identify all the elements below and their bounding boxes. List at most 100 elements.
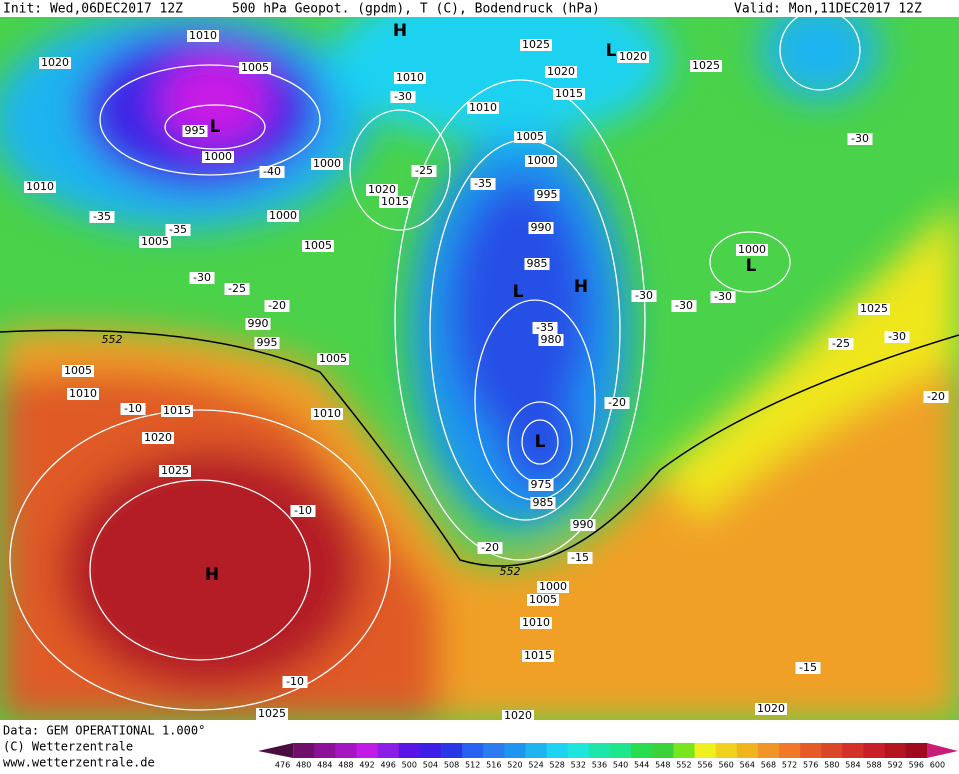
colorbar-label: 588 bbox=[866, 761, 881, 770]
isobar-label: 1005 bbox=[529, 593, 557, 606]
temperature-label: -35 bbox=[93, 210, 111, 223]
isobar-label: 990 bbox=[573, 518, 594, 531]
isobar-label-box bbox=[520, 617, 552, 629]
isobar-label-box bbox=[858, 303, 890, 315]
isobar-label-box bbox=[24, 181, 56, 193]
temperature-label-box bbox=[671, 300, 697, 312]
isobar-label: 1005 bbox=[516, 130, 544, 143]
temperature-label: -25 bbox=[228, 282, 246, 295]
isobar-label-box bbox=[394, 72, 426, 84]
isobar-label: 1015 bbox=[555, 87, 583, 100]
isobar-label-box bbox=[267, 210, 299, 222]
colorbar-label: 592 bbox=[888, 761, 903, 770]
colorbar-cell bbox=[884, 743, 907, 758]
isobar-label-box bbox=[545, 66, 577, 78]
isobar-label-box bbox=[39, 57, 71, 69]
isobar-label-box bbox=[317, 353, 349, 365]
temperature-label-box bbox=[923, 391, 949, 403]
isobar-label: 1010 bbox=[522, 616, 550, 629]
colorbar-label: 524 bbox=[528, 761, 543, 770]
isobar-label: 1025 bbox=[161, 464, 189, 477]
isobar-label-box bbox=[520, 39, 552, 51]
colorbar-cell bbox=[821, 743, 843, 758]
colorbar-cell bbox=[905, 743, 928, 758]
colorbar-cell bbox=[441, 743, 463, 758]
isobar-label-box bbox=[67, 388, 99, 400]
isobar-label: 995 bbox=[257, 336, 278, 349]
isobar-label: 1000 bbox=[313, 157, 341, 170]
temperature-label: -25 bbox=[415, 164, 433, 177]
temperature-label: -10 bbox=[286, 675, 304, 688]
temperature-label: -30 bbox=[888, 330, 906, 343]
temperature-label-box bbox=[828, 338, 854, 350]
colorbar-cell bbox=[525, 743, 548, 758]
colorbar-cell bbox=[546, 743, 569, 758]
colorbar: 476 480 484 488 492 496 500 504 508 512 516 520 524 5… bbox=[258, 743, 958, 770]
colorbar-label: 572 bbox=[782, 761, 797, 770]
isobar-label-box bbox=[617, 51, 649, 63]
temperature-label-box bbox=[795, 662, 821, 674]
isobar-label-box bbox=[379, 196, 411, 208]
temperature-label: -20 bbox=[268, 299, 286, 312]
colorbar-cell bbox=[504, 743, 526, 758]
colorbar-label: 528 bbox=[550, 761, 565, 770]
isobar-label: 1025 bbox=[692, 59, 720, 72]
temperature-label: -30 bbox=[635, 289, 653, 302]
temperature-label: -10 bbox=[294, 504, 312, 517]
isobar-label: 995 bbox=[185, 124, 206, 137]
isobar-label: 1020 bbox=[368, 183, 396, 196]
temperature-label: -30 bbox=[714, 290, 732, 303]
temperature-label-box bbox=[282, 676, 308, 688]
colorbar-label: 492 bbox=[359, 761, 374, 770]
isobar-label-box bbox=[187, 30, 219, 42]
isobar-label: 1005 bbox=[64, 364, 92, 377]
isobar-label-box bbox=[62, 365, 94, 377]
isobar-label: 1015 bbox=[524, 649, 552, 662]
temperature-label: -35 bbox=[169, 223, 187, 236]
isobar-label: 1020 bbox=[547, 65, 575, 78]
isobar-label-box bbox=[202, 151, 234, 163]
isobar-label-box bbox=[366, 184, 398, 196]
temperature-label: -35 bbox=[536, 321, 554, 334]
parameters: 500 hPa Geopot. (gpdm), T (C), Bodendruc… bbox=[232, 2, 600, 17]
temperature-label-box bbox=[710, 291, 736, 303]
colorbar-cell bbox=[863, 743, 886, 758]
temperature-label: -35 bbox=[474, 177, 492, 190]
temperature-label-box bbox=[259, 166, 285, 178]
isobar-label-box bbox=[139, 236, 171, 248]
colorbar-cell bbox=[715, 743, 738, 758]
isobar-label: 1010 bbox=[313, 407, 341, 420]
isobar-label: 1005 bbox=[141, 235, 169, 248]
isobar-label: 980 bbox=[541, 333, 562, 346]
temperature-label: -40 bbox=[263, 165, 281, 178]
isobar-label: 1020 bbox=[41, 56, 69, 69]
pressure-center: H bbox=[205, 565, 219, 585]
isobar-label: 985 bbox=[527, 257, 548, 270]
isobar-label: 1005 bbox=[319, 352, 347, 365]
colorbar-cell bbox=[736, 743, 759, 758]
temperature-label-box bbox=[411, 165, 437, 177]
isobar-label-box bbox=[159, 465, 191, 477]
isobar-label-box bbox=[245, 318, 271, 330]
valid-time: Valid: Mon,11DEC2017 12Z bbox=[734, 2, 922, 17]
colorbar-cell bbox=[567, 743, 590, 758]
temperature-label: -20 bbox=[608, 396, 626, 409]
isobar-label: 1000 bbox=[269, 209, 297, 222]
temperature-label-box bbox=[224, 283, 250, 295]
isobar-label-box bbox=[534, 189, 560, 201]
temperature-label: -30 bbox=[193, 271, 211, 284]
isobar-label: 1000 bbox=[738, 243, 766, 256]
isobar-label-box bbox=[502, 710, 534, 722]
height-contour-label: 552 bbox=[500, 565, 521, 578]
isobar-label-box bbox=[553, 88, 585, 100]
colorbar-cell bbox=[926, 743, 958, 758]
colorbar-label: 564 bbox=[740, 761, 755, 770]
colorbar-cell bbox=[377, 743, 400, 758]
temperature-label-box bbox=[604, 397, 630, 409]
colorbar-cell bbox=[694, 743, 717, 758]
temperature-label-box bbox=[89, 211, 115, 223]
colorbar-label: 496 bbox=[381, 761, 396, 770]
colorbar-label: 484 bbox=[317, 761, 332, 770]
temperature-label: -20 bbox=[481, 541, 499, 554]
